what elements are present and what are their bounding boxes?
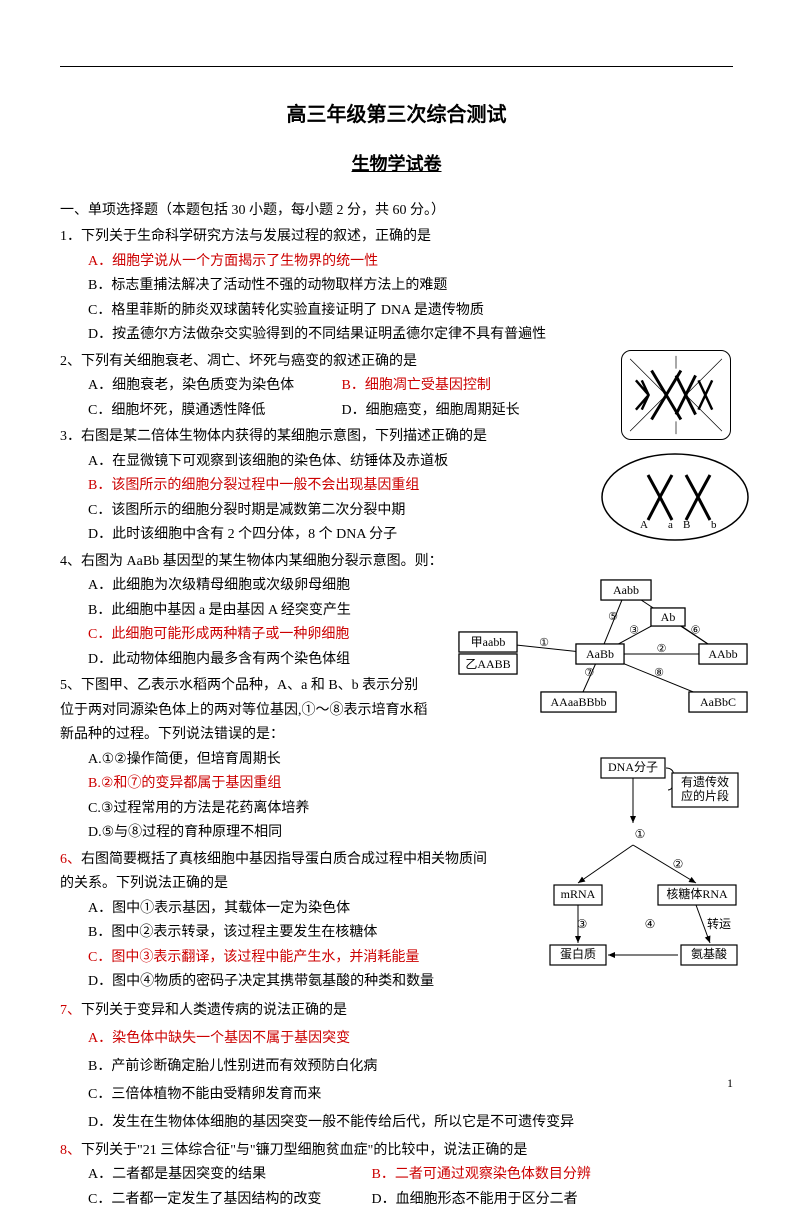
- q6-num: 6、: [60, 852, 81, 867]
- svg-text:②: ②: [657, 643, 667, 655]
- q8-opt-a: A．二者都是基因突变的结果: [88, 1163, 368, 1188]
- svg-text:AAaaBBbb: AAaaBBbb: [551, 695, 607, 709]
- q3-stem: 右图是某二倍体生物体内获得的某细胞示意图，下列描述正确的是: [81, 429, 487, 444]
- q8-stem: 下列关于"21 三体综合征"与"镰刀型细胞贫血症"的比较中，说法正确的是: [81, 1143, 527, 1158]
- q6-opt-b: B．图中②表示转录，该过程主要发生在核糖体: [60, 921, 490, 946]
- svg-text:⑦: ⑦: [584, 667, 594, 679]
- q5-opt-a: A.①②操作简便，但培育周期长: [60, 748, 430, 773]
- svg-text:④: ④: [645, 917, 656, 931]
- svg-text:mRNA: mRNA: [561, 887, 596, 901]
- q1-opt-c: C．格里菲斯的肺炎双球菌转化实验直接证明了 DNA 是遗传物质: [60, 299, 733, 324]
- section-header: 一、单项选择题（本题包括 30 小题，每小题 2 分，共 60 分。）: [60, 199, 733, 224]
- q5-num: 5、: [60, 678, 81, 693]
- svg-text:蛋白质: 蛋白质: [560, 946, 596, 961]
- svg-text:⑤: ⑤: [608, 611, 618, 623]
- q6-stem: 右图简要概括了真核细胞中基因指导蛋白质合成过程中相关物质间的关系。下列说法正确的…: [60, 852, 487, 892]
- q8-num: 8、: [60, 1143, 81, 1158]
- q5-stem: 下图甲、乙表示水稻两个品种，A、a 和 B、b 表示分别位于两对同源染色体上的两…: [60, 678, 428, 742]
- svg-text:AaBb: AaBb: [586, 647, 614, 661]
- q7-opt-c: C．三倍体植物不能由受精卵发育而来: [60, 1081, 733, 1109]
- svg-text:AaBbC: AaBbC: [700, 695, 736, 709]
- q1-num: 1．: [60, 229, 81, 244]
- q6-opt-d: D．图中④物质的密码子决定其携带氨基酸的种类和数量: [60, 970, 490, 995]
- svg-text:⑧: ⑧: [654, 667, 664, 679]
- q2-opt-d: D．细胞癌变，细胞周期延长: [342, 403, 520, 418]
- svg-text:核糖体RNA: 核糖体RNA: [666, 886, 728, 901]
- svg-text:有遗传效: 有遗传效: [681, 774, 729, 789]
- exam-subtitle: 生物学试卷: [60, 149, 733, 181]
- figure-q5-flowchart: Aabb Ab 甲aabb 乙AABB AaBb AAbb AAaaBBbb AaBbC ① ② ③…: [451, 570, 751, 718]
- page-number: 1: [727, 1073, 733, 1094]
- svg-text:②: ②: [673, 857, 684, 871]
- q4-num: 4、: [60, 554, 81, 569]
- q2-opt-a: A．细胞衰老，染色质变为染色体: [88, 374, 338, 399]
- q1-stem: 下列关于生命科学研究方法与发展过程的叙述，正确的是: [81, 229, 431, 244]
- q7-opt-d: D．发生在生物体体细胞的基因突变一般不能传给后代，所以它是不可遗传变异: [60, 1109, 733, 1137]
- fig4-label-b: b: [711, 519, 717, 531]
- q2-num: 2、: [60, 354, 81, 369]
- q8-opt-d: D．血细胞形态不能用于区分二者: [372, 1192, 578, 1207]
- q1-opt-a: A．细胞学说从一个方面揭示了生物界的统一性: [60, 250, 733, 275]
- fig4-label-A: A: [640, 519, 648, 531]
- svg-text:①: ①: [539, 637, 549, 649]
- svg-text:乙AABB: 乙AABB: [465, 657, 510, 671]
- q5-opt-c: C.③过程常用的方法是花药离体培养: [60, 797, 430, 822]
- q6-opt-a: A．图中①表示基因，其载体一定为染色体: [60, 897, 490, 922]
- svg-text:③: ③: [577, 917, 588, 931]
- q3-opt-c: C．该图所示的细胞分裂时期是减数第二次分裂中期: [60, 499, 520, 524]
- figure-q4-cell-diagram: A a B b: [598, 450, 753, 545]
- figure-q3-cell-diagram: [621, 350, 731, 440]
- svg-text:DNA分子: DNA分子: [608, 760, 658, 774]
- q1-opt-d: D．按孟德尔方法做杂交实验得到的不同结果证明孟德尔定律不具有普遍性: [60, 323, 733, 348]
- q7-opt-a: A．染色体中缺失一个基因不属于基因突变: [60, 1025, 733, 1053]
- question-7: 7、下列关于变异和人类遗传病的说法正确的是 A．染色体中缺失一个基因不属于基因突…: [60, 997, 733, 1137]
- q1-opt-b: B．标志重捕法解决了活动性不强的动物取样方法上的难题: [60, 274, 733, 299]
- svg-text:应的片段: 应的片段: [681, 788, 729, 803]
- q7-num: 7、: [60, 1003, 81, 1018]
- q2-opt-b: B．细胞凋亡受基因控制: [342, 378, 491, 393]
- q7-stem: 下列关于变异和人类遗传病的说法正确的是: [81, 1003, 347, 1018]
- q3-opt-d: D．此时该细胞中含有 2 个四分体，8 个 DNA 分子: [60, 523, 520, 548]
- q4-stem: 右图为 AaBb 基因型的某生物体内某细胞分裂示意图。则：: [81, 554, 443, 569]
- svg-text:①: ①: [635, 827, 646, 841]
- svg-text:转运: 转运: [707, 916, 731, 931]
- q7-opt-b: B．产前诊断确定胎儿性别进而有效预防白化病: [60, 1053, 733, 1081]
- q6-opt-c: C．图中③表示翻译，该过程中能产生水，并消耗能量: [60, 946, 490, 971]
- svg-text:甲aabb: 甲aabb: [471, 635, 506, 649]
- exam-title: 高三年级第三次综合测试: [60, 98, 733, 133]
- fig4-label-a: a: [668, 519, 673, 531]
- q2-opt-c: C．细胞坏死，膜通透性降低: [88, 399, 338, 424]
- q2-stem: 下列有关细胞衰老、凋亡、坏死与癌变的叙述正确的是: [81, 354, 417, 369]
- q5-opt-d: D.⑤与⑧过程的育种原理不相同: [60, 821, 430, 846]
- svg-text:AAbb: AAbb: [708, 647, 737, 661]
- q3-opt-b: B．该图所示的细胞分裂过程中一般不会出现基因重组: [60, 474, 520, 499]
- question-8: 8、下列关于"21 三体综合征"与"镰刀型细胞贫血症"的比较中，说法正确的是 A…: [60, 1139, 733, 1212]
- svg-text:③: ③: [629, 625, 639, 637]
- q5-opt-b: B.②和⑦的变异都属于基因重组: [60, 772, 430, 797]
- q8-opt-b: B．二者可通过观察染色体数目分辨: [372, 1167, 591, 1182]
- q3-num: 3．: [60, 429, 81, 444]
- top-rule: [60, 66, 733, 67]
- figure-q6-flowchart: DNA分子有遗传效应的片段 ① ② mRNA 核糖体RNA ③ ④ 转运蛋白质 氨基酸: [546, 750, 741, 975]
- svg-text:Ab: Ab: [661, 610, 676, 624]
- fig4-label-B: B: [683, 519, 690, 531]
- svg-text:氨基酸: 氨基酸: [691, 946, 727, 961]
- question-1: 1．下列关于生命科学研究方法与发展过程的叙述，正确的是 A．细胞学说从一个方面揭…: [60, 225, 733, 348]
- q8-opt-c: C．二者都一定发生了基因结构的改变: [88, 1188, 368, 1212]
- svg-text:⑥: ⑥: [691, 625, 701, 637]
- q3-opt-a: A．在显微镜下可观察到该细胞的染色体、纺锤体及赤道板: [60, 450, 520, 475]
- svg-text:Aabb: Aabb: [613, 583, 639, 597]
